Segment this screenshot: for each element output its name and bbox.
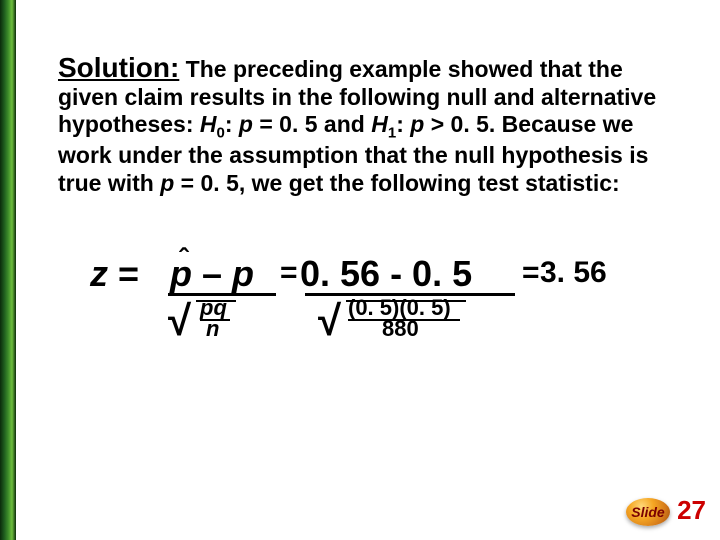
slide-badge-label: Slide [631, 504, 664, 520]
slide-body: Solution: The preceding example showed t… [58, 28, 658, 220]
equals-2: = [280, 256, 298, 290]
p-hat: p [170, 253, 192, 294]
denom-880: 880 [382, 316, 419, 341]
z-symbol: z [90, 253, 108, 294]
page-number: 27 [677, 495, 706, 526]
solution-heading: Solution: [58, 52, 179, 83]
radical-1: √ [168, 297, 191, 345]
numeric-numerator: 0. 56 - 0. 5 [300, 253, 472, 294]
radical-2: √ [318, 297, 341, 345]
solution-paragraph: Solution: The preceding example showed t… [58, 51, 658, 197]
slide-badge: Slide [626, 498, 670, 526]
left-accent-bar [0, 0, 16, 540]
n-label: n [206, 316, 219, 341]
equals-1: = [108, 253, 139, 294]
result-value: 3. 56 [540, 256, 607, 289]
minus-1: – [192, 253, 232, 294]
equals-3: = [522, 256, 540, 290]
p-symbol: p [232, 253, 254, 294]
